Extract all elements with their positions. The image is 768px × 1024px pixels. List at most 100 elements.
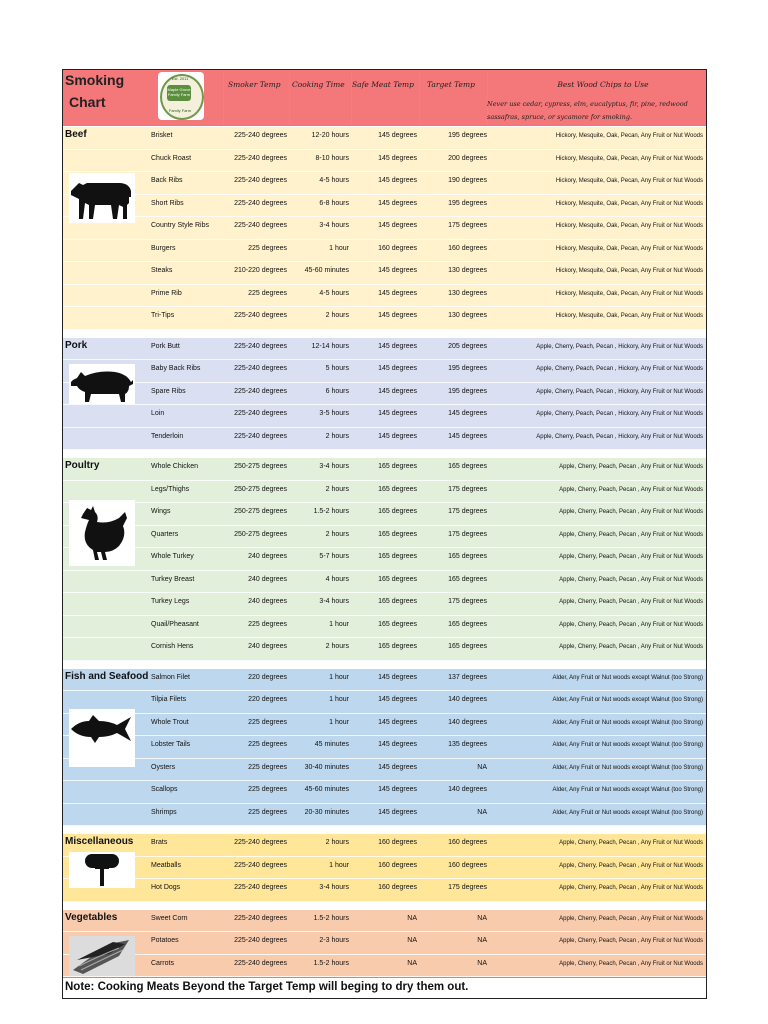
cooking-time-cell: 6-8 hours [319,199,349,207]
smoker-temp-cell: 225-240 degrees [234,154,287,162]
wood-chips-cell: Apple, Cherry, Peach, Pecan , Hickory, A… [536,343,703,350]
item-name: Spare Ribs [151,387,186,395]
item-name: Lobster Tails [151,741,191,748]
wood-chips-cell: Apple, Cherry, Peach, Pecan , Any Fruit … [559,599,703,605]
smoker-temp-cell: 225-240 degrees [234,365,287,372]
item-name: Pork Butt [151,342,180,350]
target-temp-cell: 130 degrees [448,289,487,297]
safe-temp-cell: 145 degrees [378,132,417,139]
section-beef: Beef Brisket 225-240 degrees 12-20 hours 145… [63,126,706,330]
table-row: Legs/Thighs 250-275 degrees 2 hours 165 deg… [63,481,706,503]
footer-note: Note: Cooking Meats Beyond the Target Te… [63,977,706,998]
safe-temp-cell: 165 degrees [378,598,417,605]
target-temp-cell: 130 degrees [448,312,487,319]
table-row: Steaks 210-220 degrees 45-60 minutes 145 de… [63,262,706,285]
safe-temp-cell: 145 degrees [378,387,417,395]
smoker-temp-cell: 225 degrees [248,808,287,816]
table-row: Potatoes 225-240 degrees 2-3 hours NA NA Appl… [63,932,706,955]
target-temp-cell: 165 degrees [448,620,487,628]
logo-bottom-text: Family Farm [168,108,192,113]
section-fish-and-seafood: Fish and Seafood Salmon Filet 220 degrees 1… [63,667,706,826]
table-row: Hot Dogs 225-240 degrees 3-4 hours 160 degr… [63,879,706,902]
safe-temp-cell: 145 degrees [378,696,417,703]
target-temp-cell: 165 degrees [448,643,487,650]
safe-temp-cell: NA [407,959,417,967]
item-name: Prime Rib [151,289,182,297]
section-title: Poultry [65,460,100,471]
target-temp-cell: 175 degrees [448,884,487,891]
cooking-time-cell: 1 hour [329,696,349,703]
item-name: Sweet Corn [151,914,188,922]
sausage-fork-icon [69,852,135,888]
safe-temp-cell: 145 degrees [378,267,417,274]
safe-temp-cell: 145 degrees [378,222,417,229]
wood-chips-cell: Alder, Any Fruit or Nut woods except Wal… [552,697,703,703]
cooking-time-cell: 1.5-2 hours [313,914,349,922]
smoker-temp-cell: 250-275 degrees [234,508,287,515]
wood-chips-cell: Hickory, Mesquite, Oak, Pecan, Any Fruit… [555,200,703,207]
target-temp-cell: 195 degrees [448,387,487,395]
smoker-temp-cell: 225 degrees [248,289,287,297]
smoker-temp-cell: 225-240 degrees [234,177,287,184]
item-name: Quail/Pheasant [151,620,199,628]
target-temp-cell: 160 degrees [448,861,487,869]
wood-chips-cell: Apple, Cherry, Peach, Pecan , Any Fruit … [559,509,703,515]
safe-temp-cell: 145 degrees [378,342,417,350]
target-temp-cell: 175 degrees [448,598,487,605]
footer-note-text: Note: Cooking Meats Beyond the Target Te… [65,981,469,993]
chicken-icon [69,500,135,566]
cooking-time-cell: 3-4 hours [319,884,349,891]
table-row: Shrimps 225 degrees 20-30 minutes 145 degre… [63,804,706,826]
item-name: Salmon Filet [151,673,190,681]
smoker-temp-cell: 225 degrees [248,718,287,726]
item-name: Brisket [151,132,173,139]
cooking-time-cell: 1.5-2 hours [313,508,349,515]
wood-chips-cell: Apple, Cherry, Peach, Pecan , Hickory, A… [536,433,703,440]
section-miscellaneous: Miscellaneous Brats 225-240 degrees 2 hours… [63,833,706,902]
wood-chips-cell: Apple, Cherry, Peach, Pecan , Any Fruit … [559,644,703,650]
safe-temp-cell: 145 degrees [378,808,417,816]
table-row: Wings 250-275 degrees 1.5-2 hours 165 degre… [63,503,706,526]
item-name: Loin [151,410,165,417]
col-safe-meat-temp: Safe Meat Temp [352,80,414,89]
smoker-temp-cell: 250-275 degrees [234,485,287,493]
target-temp-cell: 130 degrees [448,267,487,274]
target-temp-cell: 140 degrees [448,718,487,726]
target-temp-cell: 175 degrees [448,222,487,229]
item-name: Tri-Tips [151,312,175,319]
smoker-temp-cell: 225 degrees [248,620,287,628]
corn-icon [69,935,135,976]
table-row: Tilpia Filets 220 degrees 1 hour 145 degree… [63,691,706,714]
cooking-time-cell: 1 hour [329,244,349,252]
item-name: Whole Chicken [151,463,199,470]
smoker-temp-cell: 225-240 degrees [234,410,287,417]
target-temp-cell: NA [477,763,487,771]
smoker-temp-cell: 240 degrees [248,553,287,560]
section-title: Fish and Seafood [65,670,149,682]
cooking-time-cell: 4-5 hours [319,289,349,297]
table-row: Sweet Corn 225-240 degrees 1.5-2 hours NA NA… [63,910,706,932]
item-name: Brats [151,839,168,846]
cooking-time-cell: 3-4 hours [319,463,349,470]
smoker-temp-cell: 225-240 degrees [234,222,287,229]
item-name: Wings [151,508,171,515]
section-gap [63,901,706,909]
safe-temp-cell: 145 degrees [378,154,417,162]
section-gap [63,450,706,457]
chart-header: Smoking Chart Est. 2011 Maple Grove Fami… [63,70,706,126]
cooking-time-cell: 1 hour [329,861,349,869]
wood-chips-cell: Hickory, Mesquite, Oak, Pecan, Any Fruit… [555,178,703,184]
smoker-temp-cell: 225-240 degrees [234,884,287,891]
safe-temp-cell: 165 degrees [378,463,417,470]
wood-chips-cell: Apple, Cherry, Peach, Pecan , Any Fruit … [559,554,703,560]
item-name: Tenderloin [151,432,184,440]
wood-chips-cell: Apple, Cherry, Peach, Pecan , Any Fruit … [559,486,703,493]
table-row: Quarters 250-275 degrees 2 hours 165 degree… [63,526,706,548]
safe-temp-cell: 145 degrees [378,289,417,297]
smoker-temp-cell: 220 degrees [248,673,287,681]
wood-chips-cell: Apple, Cherry, Peach, Pecan , Any Fruit … [559,840,703,846]
target-temp-cell: 160 degrees [448,839,487,846]
cooking-time-cell: 6 hours [325,387,349,395]
item-name: Baby Back Ribs [151,365,201,372]
pig-icon [69,363,135,404]
